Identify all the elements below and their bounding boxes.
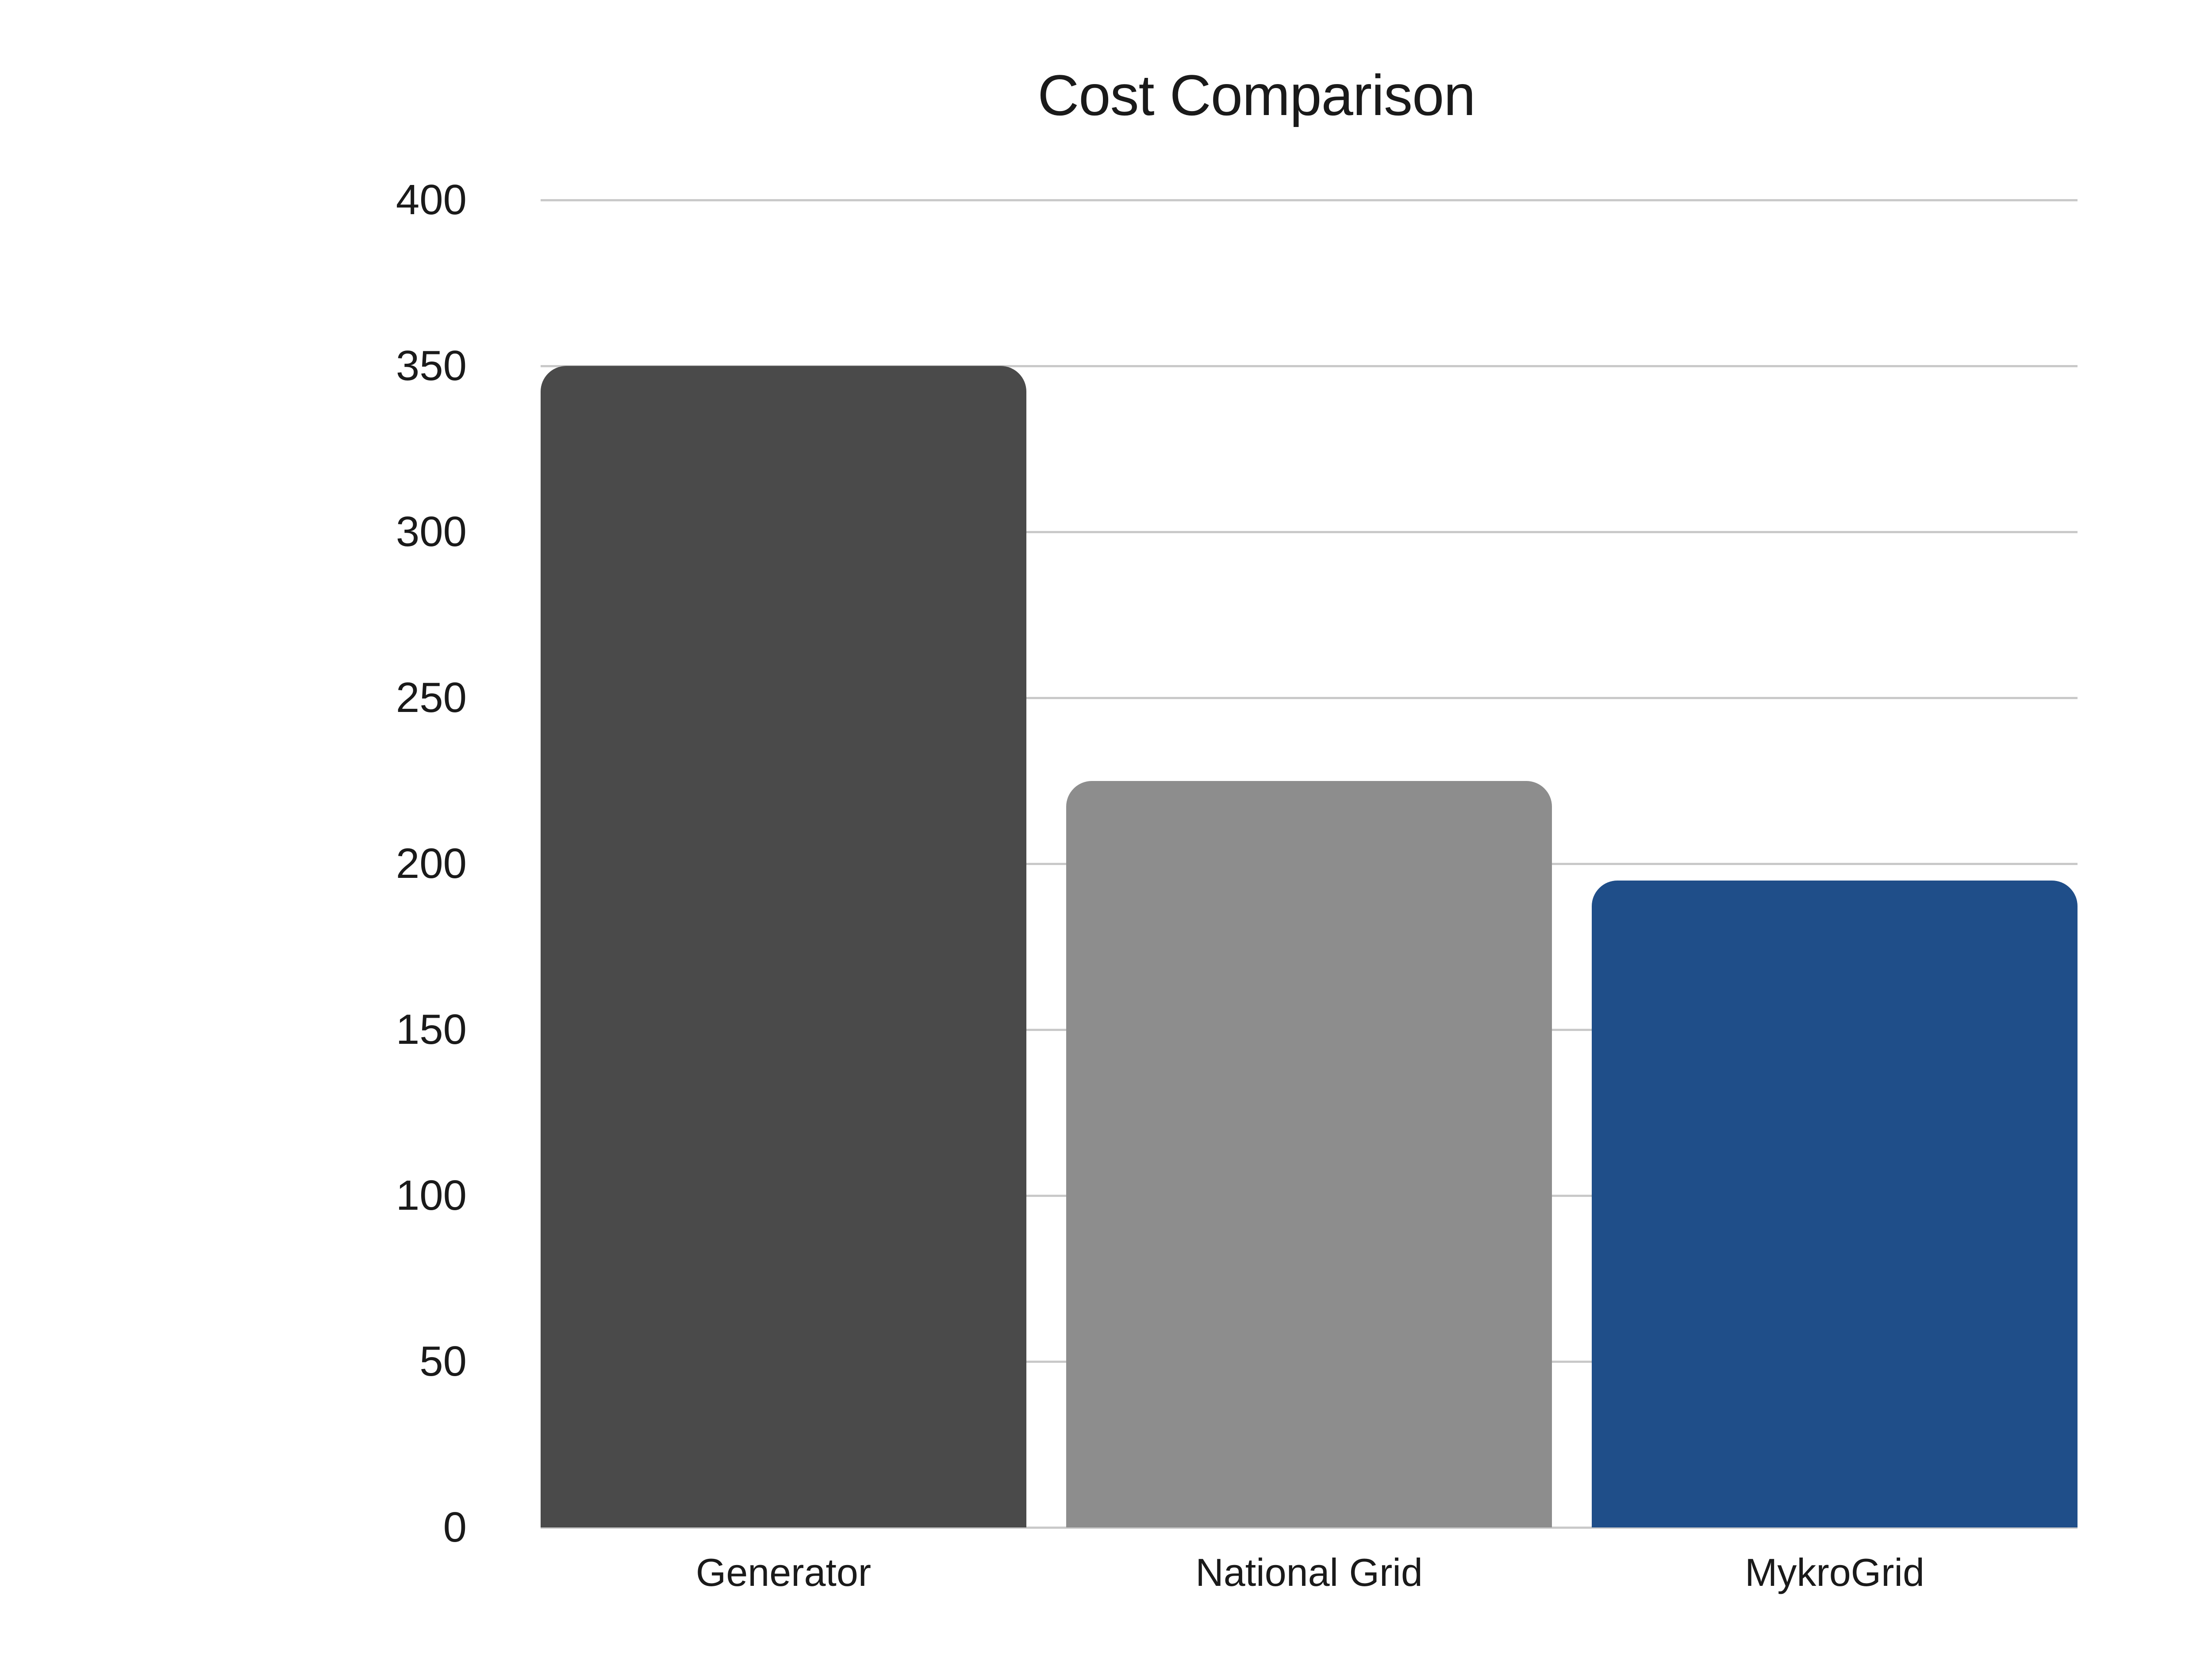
chart-title: Cost Comparison	[1037, 63, 1475, 127]
bar-mykrogrid[interactable]	[1592, 880, 2078, 1527]
x-axis-tick-labels: Generator National Grid MykroGrid	[541, 1553, 2078, 1615]
y-axis-tick-label: 200	[396, 840, 467, 887]
y-axis-tick-label: 300	[396, 508, 467, 555]
gridline	[541, 199, 2078, 201]
gridline	[541, 697, 2078, 699]
x-axis-tick-label: MykroGrid	[1745, 1550, 1924, 1594]
y-axis-tick-label: 400	[396, 176, 467, 223]
gridline	[541, 1527, 2078, 1529]
y-axis-tick-label: 100	[396, 1172, 467, 1219]
gridline	[541, 531, 2078, 533]
plot-area	[541, 199, 2078, 1529]
y-axis-tick-label: 250	[396, 674, 467, 721]
y-axis-tick-labels: 0 50 100 150 200 250 300 350 400	[0, 179, 504, 1549]
y-axis-tick-label: 350	[396, 342, 467, 389]
y-axis-tick-label: 0	[443, 1504, 467, 1551]
y-axis-tick-label: 150	[396, 1006, 467, 1053]
bar-generator[interactable]	[541, 366, 1026, 1527]
bar-national-grid[interactable]	[1066, 781, 1552, 1527]
y-axis-tick-label: 50	[419, 1338, 467, 1385]
gridline	[541, 365, 2078, 367]
x-axis-tick-label: Generator	[695, 1550, 872, 1594]
x-axis-tick-label: National Grid	[1195, 1550, 1423, 1594]
